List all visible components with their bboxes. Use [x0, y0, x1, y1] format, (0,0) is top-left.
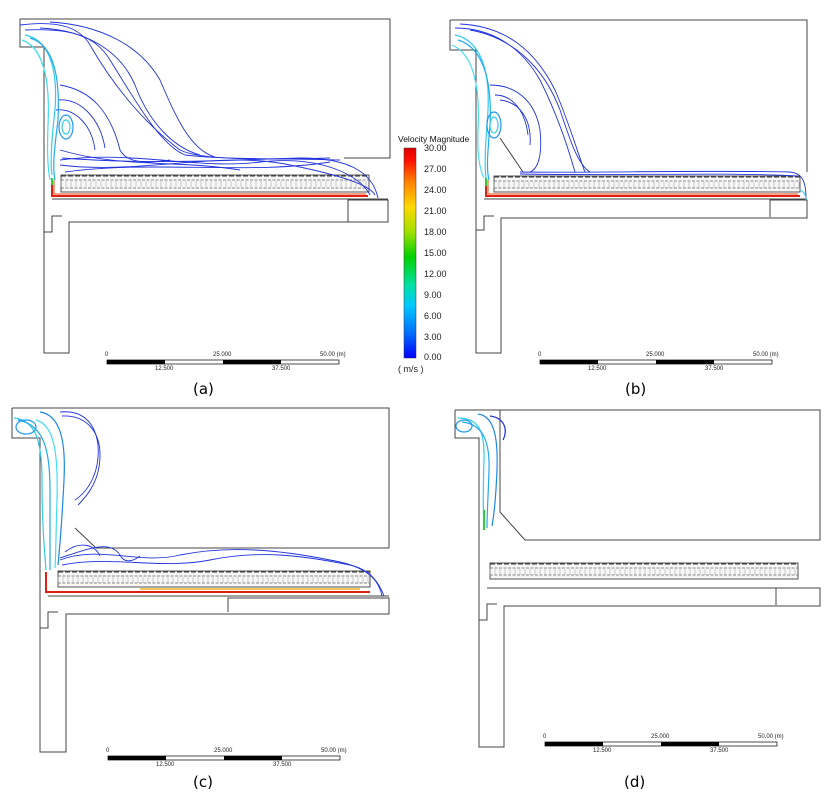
colorbar-tick: 0.00	[424, 352, 442, 362]
streamlines-c	[59, 411, 385, 597]
radiator-fins	[57, 577, 369, 583]
colorbar-unit: ( m/s )	[398, 364, 424, 374]
scalebar-d-label: 12.500	[593, 748, 612, 754]
streamlines-a	[19, 21, 379, 199]
scalebar-a-label: 25.000	[213, 352, 232, 358]
radiator-fins	[489, 569, 796, 575]
panel-d	[454, 409, 821, 748]
scalebar-c-label: 12.500	[156, 762, 175, 768]
colorbar-tick: 18.00	[424, 227, 447, 237]
radiator-fins	[493, 182, 800, 188]
colorbar-tick: 30.00	[424, 143, 447, 153]
scalebar-c-label: 0	[106, 748, 110, 754]
scalebar-c	[107, 755, 341, 761]
scalebar-c-label: 37.500	[273, 762, 292, 768]
colorbar-tick: 6.00	[424, 311, 442, 321]
domain-outline-b	[449, 19, 808, 354]
radiator-grid-a	[60, 174, 370, 193]
radiator-grid-d	[489, 562, 799, 580]
panel-d-caption: (d)	[624, 773, 646, 791]
scalebar-a-label: 50.00 (m)	[320, 352, 346, 358]
radiator-fins	[60, 181, 367, 187]
scalebar-d	[544, 741, 778, 747]
scalebar-b-label: 12.500	[588, 366, 607, 372]
scalebar-b-label: 50.00 (m)	[753, 352, 779, 358]
scalebar-a-label: 0	[105, 352, 109, 358]
panel-a	[19, 18, 391, 354]
panel-c	[11, 407, 390, 753]
scalebar-b-label: 37.500	[705, 366, 724, 372]
domain-outline-c	[11, 407, 390, 753]
colorbar	[403, 147, 417, 359]
scalebar-a-label: 37.500	[272, 366, 291, 372]
jet-flow-c	[13, 411, 370, 593]
panel-a-caption: (a)	[193, 380, 214, 398]
scalebar-d-label: 50.00 (m)	[758, 734, 784, 740]
colorbar-tick: 24.00	[424, 185, 447, 195]
colorbar-tick: 9.00	[424, 290, 442, 300]
streamlines-b	[454, 23, 807, 199]
jet-flow-d	[455, 413, 506, 530]
scalebar-c-label: 25.000	[214, 748, 233, 754]
panel-c-caption: (c)	[193, 773, 213, 791]
scalebar-c-label: 50.00 (m)	[321, 748, 347, 754]
colorbar-tick: 3.00	[424, 332, 442, 342]
scalebar-b-label: 25.000	[646, 352, 665, 358]
colorbar-title: Velocity Magnitude	[398, 134, 470, 144]
colorbar-tick: 27.00	[424, 164, 447, 174]
scalebar-d-label: 25.000	[651, 734, 670, 740]
scalebar-a-label: 12.500	[155, 366, 174, 372]
scalebar-d-label: 37.500	[710, 748, 729, 754]
jet-flow-b	[451, 34, 807, 201]
scalebar-b	[539, 359, 773, 365]
panel-b	[449, 19, 808, 354]
scalebar-a	[106, 359, 340, 365]
jet-flow-a	[21, 34, 368, 197]
domain-outline-a	[19, 18, 391, 354]
colorbar-tick: 15.00	[424, 248, 447, 258]
colorbar-tick: 21.00	[424, 206, 447, 216]
colorbar-tick: 12.00	[424, 269, 447, 279]
scalebar-b-label: 0	[538, 352, 542, 358]
scalebar-d-label: 0	[543, 734, 547, 740]
colorbar-gradient	[403, 147, 417, 359]
panel-b-caption: (b)	[625, 380, 647, 398]
